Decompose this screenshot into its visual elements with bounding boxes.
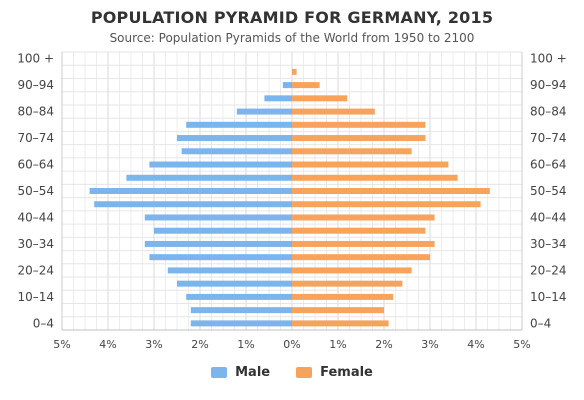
bar-male — [236, 108, 292, 115]
y-tick-label-right: 40–44 — [530, 210, 567, 224]
x-tick-label: 1% — [237, 338, 254, 351]
bar-male — [181, 148, 292, 155]
legend-label-male: Male — [235, 365, 271, 380]
bar-female — [292, 121, 426, 128]
legend-item-male[interactable]: Male — [211, 365, 270, 380]
y-tick-label-left: 70–74 — [17, 131, 54, 145]
bar-male — [154, 227, 292, 234]
y-tick-label-right: 70–74 — [530, 131, 567, 145]
bar-female — [292, 135, 426, 142]
y-tick-label-right: 90–94 — [530, 78, 567, 92]
x-tick-label: 2% — [375, 338, 392, 351]
bar-female — [292, 267, 412, 274]
legend-swatch-female — [296, 367, 313, 378]
bar-male — [89, 188, 292, 194]
x-tick-label: 2% — [191, 338, 208, 351]
bar-female — [292, 320, 389, 327]
y-tick-label-right: 60–64 — [530, 158, 567, 172]
bar-female — [292, 148, 412, 155]
bar-male — [149, 161, 292, 168]
bar-male — [94, 201, 292, 208]
legend-item-female[interactable]: Female — [296, 365, 373, 380]
y-tick-label-left: 20–24 — [17, 263, 54, 277]
y-tick-label-left: 100 + — [17, 52, 54, 66]
bar-male — [177, 135, 292, 142]
y-tick-label-right: 50–54 — [530, 184, 567, 198]
y-tick-label-left: 60–64 — [17, 158, 54, 172]
bar-male — [177, 280, 292, 287]
bar-female — [292, 68, 297, 75]
bar-male — [264, 95, 292, 102]
bar-male — [144, 240, 292, 247]
bar-female — [292, 188, 490, 194]
bar-male — [144, 214, 292, 221]
bar-female — [292, 95, 348, 102]
x-tick-label: 3% — [421, 338, 438, 351]
x-tick-label: 5% — [513, 338, 530, 351]
x-tick-label: 4% — [467, 338, 484, 351]
chart-subtitle: Source: Population Pyramids of the World… — [109, 31, 475, 45]
bar-female — [292, 307, 384, 314]
bar-female — [292, 280, 403, 287]
y-tick-label-left: 50–54 — [17, 184, 54, 198]
y-tick-label-left: 40–44 — [17, 210, 54, 224]
y-tick-label-left: 0–4 — [33, 316, 54, 330]
bar-male — [190, 307, 292, 314]
y-tick-label-right: 30–34 — [530, 237, 567, 251]
y-tick-label-left: 80–84 — [17, 105, 54, 119]
legend-swatch-male — [211, 367, 228, 378]
bar-female — [292, 293, 394, 300]
y-tick-label-right: 100 + — [530, 52, 567, 66]
x-tick-label: 1% — [329, 338, 346, 351]
x-tick-label: 3% — [145, 338, 162, 351]
y-tick-label-left: 90–94 — [17, 78, 54, 92]
bar-female — [292, 227, 426, 234]
chart-legend: Male Female — [0, 365, 584, 380]
y-tick-label-left: 10–14 — [17, 290, 54, 304]
bar-female — [292, 108, 375, 115]
bar-female — [292, 161, 449, 168]
bar-male — [186, 121, 292, 128]
bar-male — [126, 174, 293, 181]
bar-female — [292, 254, 430, 261]
y-tick-label-left: 30–34 — [17, 237, 54, 251]
bar-female — [292, 174, 458, 181]
bar-male — [149, 254, 292, 261]
y-tick-label-right: 20–24 — [530, 263, 567, 277]
y-tick-label-right: 10–14 — [530, 290, 567, 304]
bar-male — [186, 293, 292, 300]
bar-male — [190, 320, 292, 327]
x-tick-label: 5% — [53, 338, 70, 351]
bar-male — [167, 267, 292, 274]
bar-female — [292, 214, 435, 221]
bar-female — [292, 240, 435, 247]
bar-male — [282, 82, 292, 89]
legend-label-female: Female — [320, 365, 373, 380]
x-tick-label: 0% — [283, 338, 300, 351]
y-tick-label-right: 0–4 — [530, 316, 551, 330]
bar-female — [292, 201, 481, 208]
chart-title: POPULATION PYRAMID FOR GERMANY, 2015 — [90, 8, 494, 27]
x-tick-label: 4% — [99, 338, 116, 351]
y-tick-label-right: 80–84 — [530, 105, 567, 119]
bar-female — [292, 82, 320, 89]
